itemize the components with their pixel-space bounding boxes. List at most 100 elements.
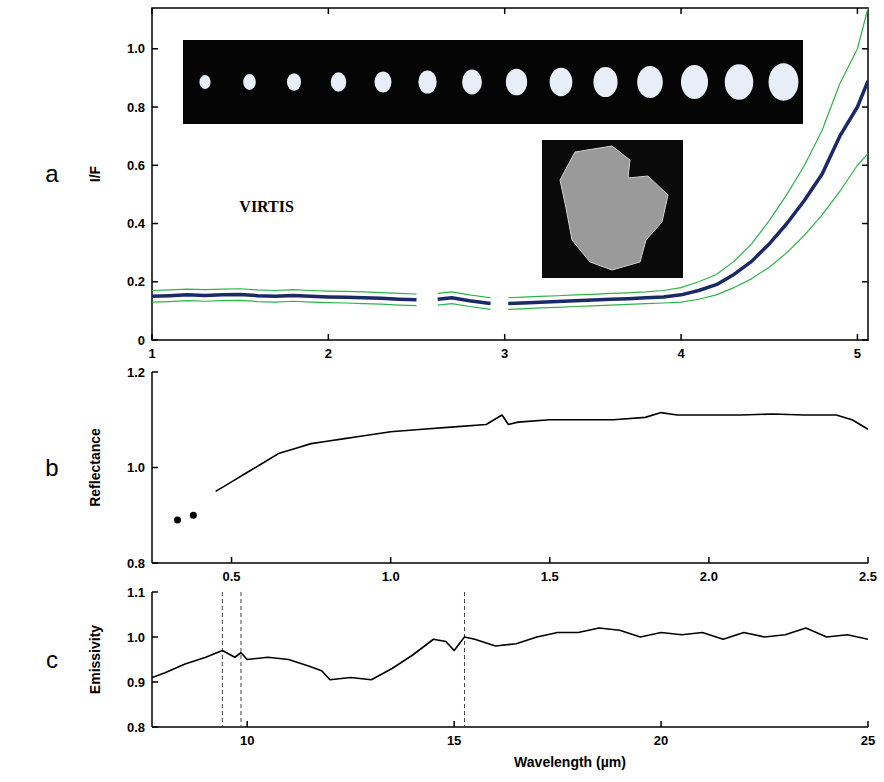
annotation: VIRTIS	[239, 198, 294, 215]
x-axis-title: Wavelength (µm)	[514, 754, 626, 770]
image-strip	[183, 40, 803, 124]
image-frame	[681, 65, 708, 99]
image-frame	[462, 70, 482, 95]
y-tick-label: 0.8	[127, 556, 145, 571]
image-frame	[243, 74, 256, 90]
y-tick-label: 1.1	[127, 585, 145, 600]
data-line	[216, 413, 868, 492]
x-axis	[152, 726, 868, 728]
x-tick-label: 0.5	[223, 569, 241, 584]
y-tick-label: 1.0	[127, 41, 145, 56]
panel-letter: b	[45, 454, 58, 481]
image-frame	[593, 67, 617, 97]
x-tick-label: 1	[148, 346, 155, 361]
y-tick-label: 0.8	[127, 720, 145, 735]
x-tick-label: 25	[861, 733, 875, 748]
asteroid-image	[542, 140, 683, 278]
image-frame	[375, 71, 392, 92]
y-tick	[152, 281, 158, 283]
x-tick	[246, 721, 248, 727]
x-tick	[328, 8, 330, 14]
y-tick	[152, 223, 158, 225]
panel: 0.5 1.0 1.5 2.0 2.5 0.8 1.0 1.2 Reflectance b	[45, 365, 877, 585]
y-tick-label: 0.8	[127, 100, 145, 115]
y-tick-label: 1.0	[127, 460, 145, 475]
x-tick-label: 5	[854, 346, 861, 361]
x-tick	[504, 8, 506, 14]
image-frame	[199, 75, 210, 89]
image-frame	[725, 64, 753, 100]
x-tick-label: 2.5	[859, 569, 877, 584]
x-tick-label: 10	[240, 733, 254, 748]
y-tick-label: 0.4	[127, 216, 146, 231]
y-tick	[152, 165, 158, 167]
x-tick-label: 4	[677, 346, 685, 361]
y-tick	[862, 281, 868, 283]
panel-letter: c	[46, 646, 58, 673]
y-tick-label: 0	[138, 333, 145, 348]
y-tick	[152, 681, 158, 683]
y-axis-title: I/F	[87, 165, 103, 182]
plot-area	[174, 413, 868, 524]
x-tick-label: 1.5	[541, 569, 559, 584]
y-tick	[862, 223, 868, 225]
y-tick	[862, 48, 868, 50]
x-tick	[680, 334, 682, 340]
x-tick-label: 20	[654, 733, 668, 748]
x-tick	[660, 721, 662, 727]
y-axis	[151, 592, 153, 727]
image-frame	[287, 73, 301, 91]
x-tick	[857, 334, 859, 340]
y-tick-label: 1.0	[127, 630, 145, 645]
y-tick	[152, 48, 158, 50]
x-tick-label: 2	[325, 346, 332, 361]
x-tick	[453, 721, 455, 727]
frame	[152, 8, 868, 340]
data-point	[174, 517, 181, 524]
y-tick	[862, 106, 868, 108]
image-frame	[637, 66, 663, 98]
y-tick	[152, 467, 158, 469]
image-frame	[506, 69, 527, 96]
y-tick	[152, 106, 158, 108]
x-tick-label: 1.0	[382, 569, 400, 584]
x-tick	[231, 557, 233, 563]
plot-area	[152, 8, 868, 309]
y-tick-label: 0.2	[127, 274, 145, 289]
x-tick	[151, 8, 153, 14]
y-tick	[152, 636, 158, 638]
reference-line	[240, 592, 241, 727]
reference-line	[464, 592, 465, 727]
x-tick	[867, 557, 869, 563]
data-line	[152, 154, 868, 310]
panel: 10 15 20 25 0.8 0.9 1.0 1.1 Emissivity c Wavelengt…	[46, 585, 875, 771]
y-tick	[152, 562, 158, 564]
data-line	[152, 628, 868, 680]
y-axis-title: Emissivity	[87, 625, 103, 694]
x-tick	[708, 557, 710, 563]
plot-area	[152, 592, 868, 727]
panel: 1 2 3 4 5 0 0.2 0.4 0.6 0.8 1.0 I/F a VIRTIS	[45, 8, 868, 361]
x-tick-label: 3	[501, 346, 508, 361]
x-tick-label: 15	[447, 733, 461, 748]
data-line	[152, 81, 868, 304]
x-tick	[151, 334, 153, 340]
x-tick-label: 2.0	[700, 569, 718, 584]
panel-letter: a	[45, 160, 59, 187]
y-tick-label: 0.6	[127, 158, 145, 173]
x-tick	[504, 334, 506, 340]
y-tick-label: 0.9	[127, 675, 145, 690]
asteroid-shape	[560, 146, 668, 270]
y-tick-label: 1.2	[127, 365, 145, 380]
image-frame	[550, 68, 573, 96]
image-frame	[418, 71, 436, 94]
reference-line	[222, 592, 223, 727]
x-tick	[680, 8, 682, 14]
x-axis	[152, 562, 868, 564]
image-frame	[769, 63, 799, 100]
x-tick	[867, 721, 869, 727]
y-tick	[152, 371, 158, 373]
x-tick	[390, 557, 392, 563]
y-axis-title: Reflectance	[87, 428, 103, 507]
x-tick	[857, 8, 859, 14]
